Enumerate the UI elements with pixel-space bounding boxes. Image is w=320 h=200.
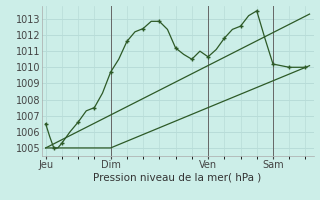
- X-axis label: Pression niveau de la mer( hPa ): Pression niveau de la mer( hPa ): [93, 173, 262, 183]
